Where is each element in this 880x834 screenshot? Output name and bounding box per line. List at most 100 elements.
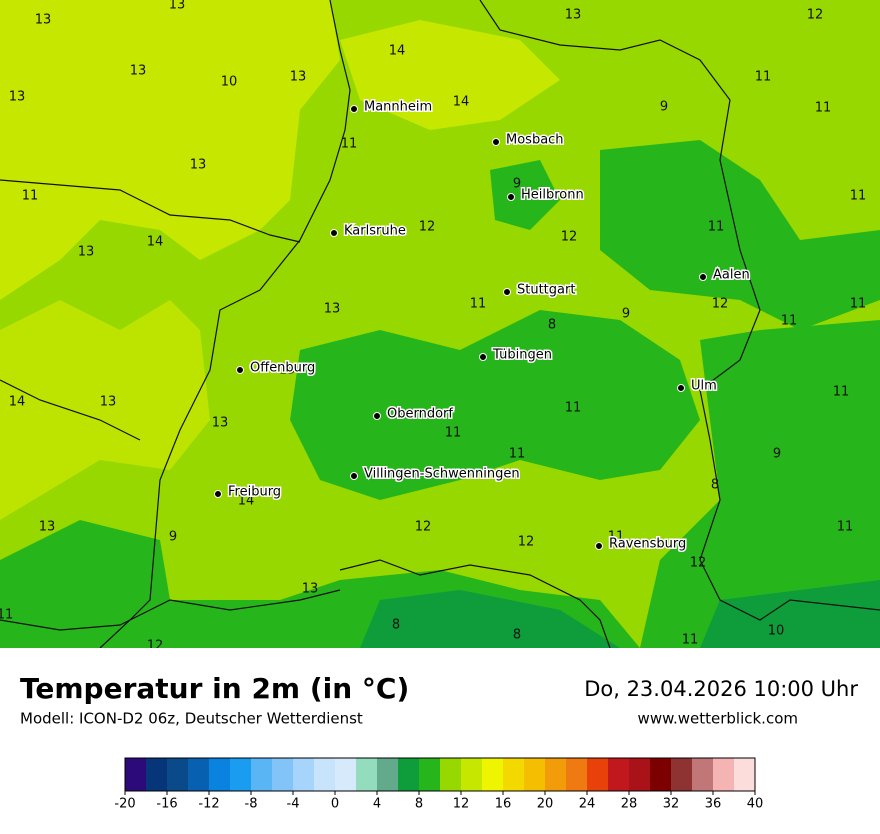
city-dot: [236, 366, 244, 374]
colorbar-segment: [356, 758, 378, 791]
colorbar-tick-label: 24: [579, 797, 596, 812]
city-dot: [677, 384, 685, 392]
map-value: 13: [302, 582, 319, 597]
city-dot: [350, 472, 358, 480]
map-value: 11: [22, 189, 39, 204]
colorbar-tick-label: 40: [747, 797, 764, 812]
colorbar-segment: [503, 758, 525, 791]
warm-area: [340, 20, 560, 130]
colorbar-segment: [440, 758, 462, 791]
colorbar-frame: [124, 757, 756, 792]
colorbar-tick-label: -8: [245, 797, 258, 812]
map-value: 12: [419, 220, 436, 235]
colorbar-segment: [461, 758, 483, 791]
map-value: 11: [815, 101, 832, 116]
city-dot: [214, 490, 222, 498]
map-value: 8: [392, 618, 400, 633]
map-value: 12: [807, 8, 824, 23]
map-value: 14: [238, 494, 255, 509]
map-value: 14: [453, 95, 470, 110]
colorbar-segment: [272, 758, 294, 791]
colorbar-tick-label: 20: [537, 797, 554, 812]
map-value: 9: [169, 530, 177, 545]
map-value: 8: [711, 478, 719, 493]
city-label: Karlsruhe: [344, 224, 406, 239]
colorbar-tick-label: -4: [287, 797, 300, 812]
map-value: 11: [608, 530, 625, 545]
colorbar-segment: [314, 758, 336, 791]
date: Do, 23.04.2026 10:00 Uhr: [584, 677, 858, 701]
warm-area: [0, 0, 340, 300]
map-value: 13: [9, 90, 26, 105]
map-value: 11: [682, 633, 699, 648]
map-value: 11: [565, 401, 582, 416]
colorbar-segment: [734, 758, 756, 791]
border-line: [479, 0, 880, 621]
map-value: 12: [518, 535, 535, 550]
borders: [0, 0, 880, 649]
border-line: [339, 559, 611, 649]
colorbar-segment: [335, 758, 357, 791]
map-value: 9: [660, 100, 668, 115]
city-label: Oberndorf: [387, 407, 453, 422]
map-value: 12: [561, 230, 578, 245]
city-dot: [503, 288, 511, 296]
cities: Mannheim Mosbach Heilbronn Karlsruhe Stuttga…: [214, 98, 751, 553]
colorbar-segment: [125, 758, 147, 791]
colorbar-segment: [146, 758, 168, 791]
map-value: 11: [833, 385, 850, 400]
colorbar-segment: [671, 758, 693, 791]
map-value: 13: [190, 158, 207, 173]
colorbar-tick-label: -20: [114, 797, 135, 812]
colorbar-tick-label: 12: [453, 797, 470, 812]
warm-area: [0, 300, 210, 520]
map-value: 11: [850, 189, 867, 204]
map-value: 13: [212, 416, 229, 431]
map-field: [0, 0, 880, 648]
colorbar-segment: [251, 758, 273, 791]
map-value: 11: [341, 137, 358, 152]
colorbar-segment: [230, 758, 252, 791]
map-value: 11: [0, 608, 13, 623]
colorbar-segment: [167, 758, 189, 791]
border-line: [0, 379, 141, 441]
map-value: 14: [389, 44, 406, 59]
map-value: 13: [39, 520, 56, 535]
city-label: Heilbronn: [521, 188, 584, 203]
city-label: Offenburg: [250, 361, 315, 376]
map-value: 11: [470, 297, 487, 312]
cool-area: [640, 320, 880, 648]
colorbar-segment: [692, 758, 714, 791]
colorbar-segment: [377, 758, 399, 791]
border-line: [99, 0, 351, 649]
colorbar-segment: [209, 758, 231, 791]
map-value: 13: [78, 245, 95, 260]
colorbar-tick-label: 0: [331, 797, 339, 812]
city-label: Ulm: [691, 379, 717, 394]
city-label: Tübingen: [492, 348, 552, 363]
map-value: 11: [445, 426, 462, 441]
map-value: 10: [221, 75, 238, 90]
colorbar-segment: [629, 758, 651, 791]
colorbar-segment: [650, 758, 672, 791]
website: www.wetterblick.com: [638, 710, 798, 728]
map-value: 12: [415, 520, 432, 535]
map-value: 13: [324, 302, 341, 317]
map-value: 11: [781, 314, 798, 329]
border-line: [0, 179, 301, 243]
colorbar-tick-label: 8: [415, 797, 423, 812]
title: Temperatur in 2m (in °C): [20, 672, 409, 705]
colorbar-segment: [587, 758, 609, 791]
colorbar-tick-label: 28: [621, 797, 638, 812]
colorbar-segment: [566, 758, 588, 791]
city-dot: [373, 412, 381, 420]
city-label: Aalen: [713, 268, 750, 283]
map-value: 13: [290, 70, 307, 85]
map-value: 9: [773, 447, 781, 462]
cold-area: [700, 580, 880, 648]
colorbar-tick-label: 16: [495, 797, 512, 812]
map-value: 11: [509, 447, 526, 462]
city-label: Mannheim: [364, 100, 432, 115]
